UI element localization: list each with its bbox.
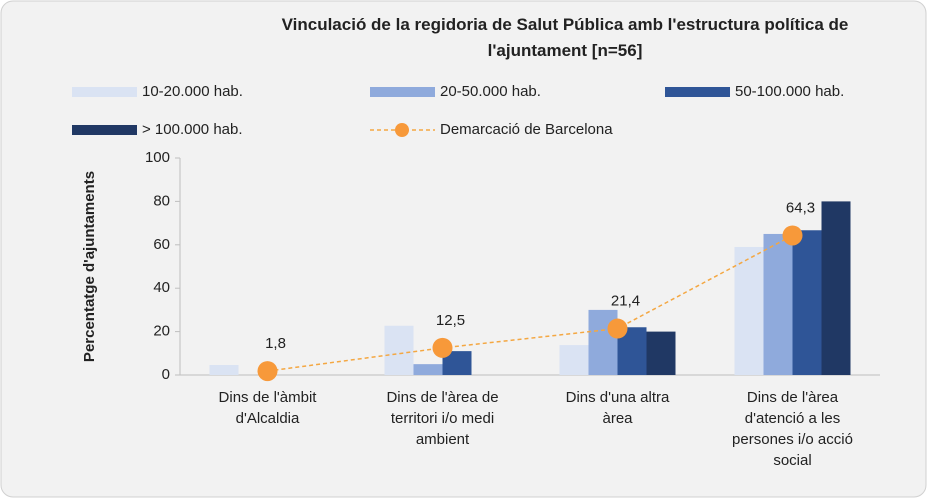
x-tick-label: Dins de l'àmbit d'Alcaldia xyxy=(219,389,318,427)
bar xyxy=(646,331,676,375)
legend-marker xyxy=(395,123,409,137)
legend-label: 20-50.000 hab. xyxy=(440,83,541,100)
data-label: 64,3 xyxy=(786,199,815,216)
bar xyxy=(442,351,472,375)
y-axis-label: Percentatge d'ajuntaments xyxy=(81,171,98,362)
x-tick-label: Dins de l'àrea d'atenció a les persones i/… xyxy=(732,389,853,469)
legend-label: Demarcació de Barcelona xyxy=(440,121,613,138)
bar xyxy=(792,230,822,375)
y-tick-label: 0 xyxy=(162,366,170,383)
y-tick-label: 60 xyxy=(153,236,170,253)
y-tick-label: 40 xyxy=(153,279,170,296)
data-label: 12,5 xyxy=(436,312,465,329)
bar xyxy=(559,345,589,375)
legend-swatch xyxy=(72,125,137,135)
y-tick-label: 20 xyxy=(153,323,170,340)
bar xyxy=(734,246,764,375)
legend-swatch xyxy=(665,87,730,97)
line-marker xyxy=(432,337,453,358)
chart-title: Vinculació de la regidoria de Salut Públ… xyxy=(282,15,849,60)
legend-label: 50-100.000 hab. xyxy=(735,83,844,100)
line xyxy=(267,234,793,372)
data-label: 1,8 xyxy=(265,335,286,352)
legend-swatch xyxy=(370,87,435,97)
legend-swatch xyxy=(72,87,137,97)
bar xyxy=(763,233,793,375)
legend-label: > 100.000 hab. xyxy=(142,121,243,138)
legend-label: 10-20.000 hab. xyxy=(142,83,243,100)
bar xyxy=(384,325,414,375)
data-label: 21,4 xyxy=(611,293,640,310)
line-marker xyxy=(607,318,628,339)
y-tick-label: 80 xyxy=(153,192,170,209)
x-tick-label: Dins d'una altra àrea xyxy=(566,389,670,427)
line-marker xyxy=(782,225,803,246)
x-tick-label: Dins de l'àrea de territori i/o medi ambie… xyxy=(386,389,498,448)
y-tick-label: 100 xyxy=(145,149,170,166)
line-marker xyxy=(257,361,278,382)
bar xyxy=(209,365,239,375)
bar xyxy=(821,201,851,375)
bar xyxy=(413,364,443,375)
